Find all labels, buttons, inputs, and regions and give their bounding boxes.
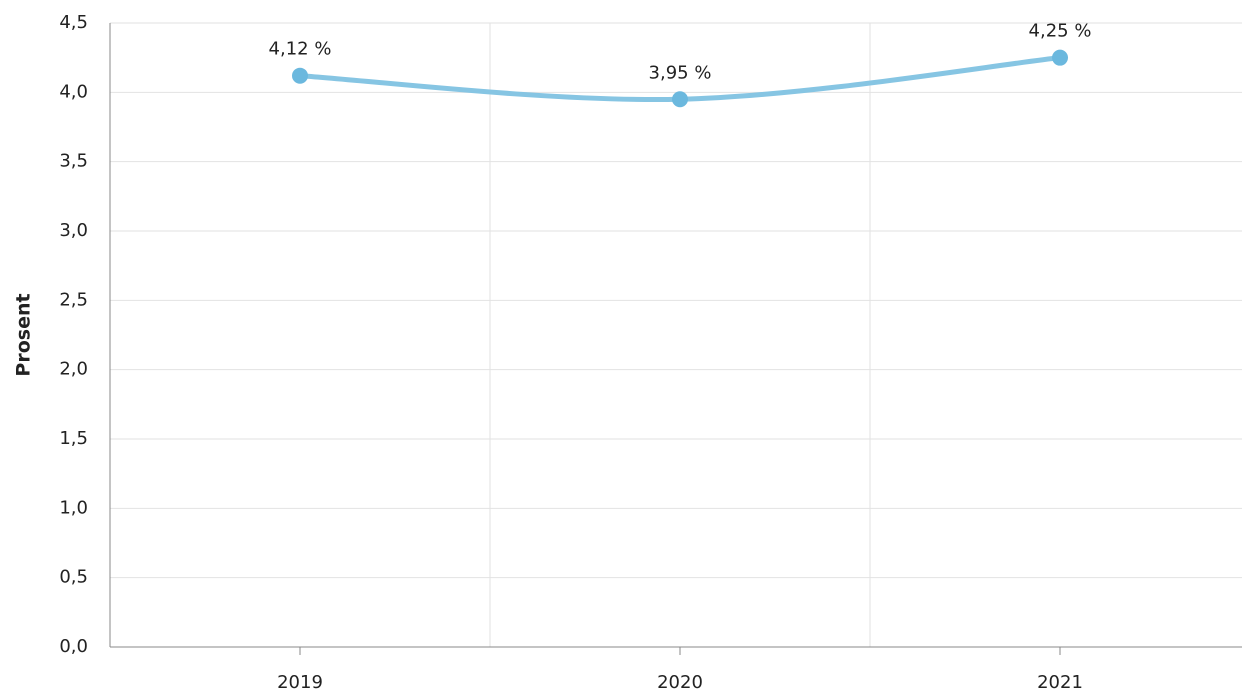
data-label: 4,25 % bbox=[1029, 21, 1092, 42]
y-tick-label: 4,5 bbox=[59, 12, 88, 33]
y-axis-label: Prosent bbox=[13, 293, 35, 376]
y-tick-label: 3,5 bbox=[59, 151, 88, 172]
x-tick-label: 2020 bbox=[657, 672, 703, 693]
point bbox=[292, 67, 308, 84]
x-tick-label: 2021 bbox=[1037, 672, 1083, 693]
point bbox=[672, 91, 688, 108]
y-tick-label: 2,0 bbox=[59, 359, 88, 380]
y-tick-label: 1,0 bbox=[59, 497, 88, 518]
data-label: 4,12 % bbox=[269, 39, 332, 60]
y-tick-label: 1,5 bbox=[59, 428, 88, 449]
data-label: 3,95 % bbox=[649, 62, 712, 83]
y-tick-label: 4,0 bbox=[59, 81, 88, 102]
y-tick-label: 0,0 bbox=[59, 636, 88, 657]
x-tick-label: 2019 bbox=[277, 672, 323, 693]
y-tick-label: 3,0 bbox=[59, 220, 88, 241]
point bbox=[1052, 49, 1068, 66]
y-tick-label: 0,5 bbox=[59, 567, 88, 588]
y-tick-label: 2,5 bbox=[59, 289, 88, 310]
